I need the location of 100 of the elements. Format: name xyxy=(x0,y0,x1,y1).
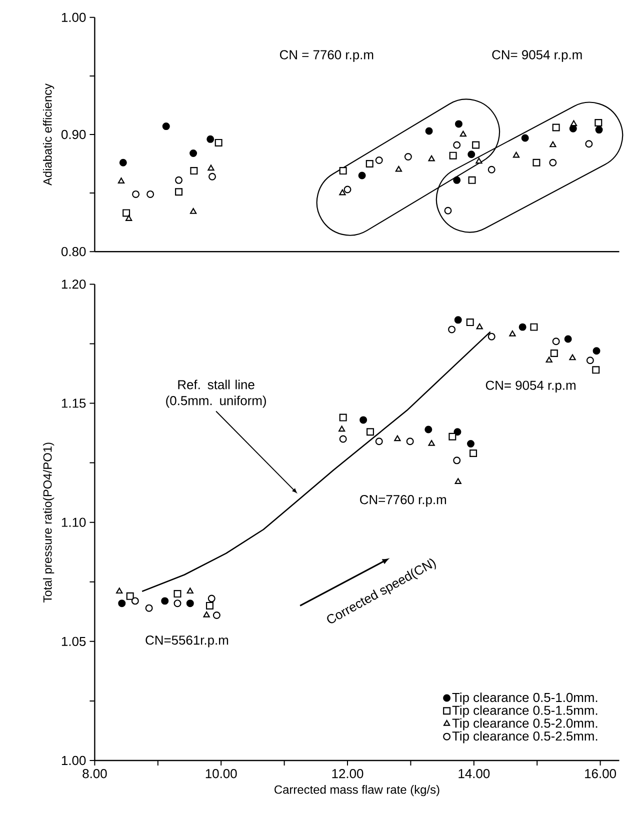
point xyxy=(449,152,457,160)
y-tick-label: 1.00 xyxy=(62,12,86,22)
point xyxy=(208,594,216,602)
point xyxy=(146,190,154,198)
y-axis-title: Adiabatic efficiency xyxy=(42,83,54,186)
point xyxy=(570,120,578,126)
point xyxy=(444,206,452,214)
point xyxy=(126,215,132,221)
legend-label: Tip clearance 0.5-2.5mm. xyxy=(452,731,598,744)
point xyxy=(206,602,214,610)
point xyxy=(132,190,140,198)
x-tick-label: 16.00 xyxy=(585,769,616,778)
point xyxy=(586,356,594,364)
x-tick-label: 12.00 xyxy=(332,769,364,778)
x-tick-label: 8.00 xyxy=(82,769,107,778)
y-tick-label: 0.80 xyxy=(61,247,86,256)
y-axis-title: Total pressure ratio(PO4/PO1) xyxy=(42,442,54,602)
point xyxy=(454,120,462,128)
point xyxy=(131,597,139,605)
annotation: CN=5561r.p.m xyxy=(146,636,228,648)
point xyxy=(454,478,462,484)
point xyxy=(366,160,374,168)
point xyxy=(549,158,557,166)
point xyxy=(453,141,461,149)
point xyxy=(358,172,366,180)
point xyxy=(118,600,126,608)
point xyxy=(552,338,560,346)
point xyxy=(472,141,480,149)
point xyxy=(190,149,198,157)
point xyxy=(564,335,572,343)
point xyxy=(594,119,602,127)
point xyxy=(546,356,552,363)
point xyxy=(122,209,130,217)
point xyxy=(208,172,216,180)
point xyxy=(585,140,593,148)
y-tick-label: 1.05 xyxy=(62,636,86,646)
point xyxy=(175,176,183,184)
point xyxy=(394,435,401,442)
point xyxy=(339,435,347,443)
y-tick-label: 1.00 xyxy=(62,756,86,766)
point xyxy=(339,189,346,196)
point xyxy=(339,414,347,422)
annotation: CN= 9054 r.p.m xyxy=(492,50,582,62)
point xyxy=(366,428,374,436)
point xyxy=(406,438,414,446)
legend-label: Tip clearance 0.5-1.5mm. xyxy=(452,705,598,718)
point xyxy=(203,611,210,618)
point xyxy=(550,350,558,358)
point xyxy=(338,426,346,432)
point xyxy=(118,178,125,184)
point xyxy=(428,155,435,162)
point xyxy=(488,166,496,174)
point xyxy=(470,450,478,458)
legend-label: Tip clearance 0.5-1.0mm. xyxy=(452,692,598,705)
point xyxy=(404,152,412,160)
y-tick-label: 0.90 xyxy=(61,130,86,140)
point xyxy=(468,176,476,184)
annotation: Ref. stall line (0.5mm. uniform) xyxy=(166,380,266,408)
point xyxy=(466,440,474,448)
point xyxy=(175,188,183,196)
point xyxy=(552,124,560,132)
x-tick-label: 14.00 xyxy=(458,769,490,778)
point xyxy=(532,158,540,166)
point xyxy=(375,438,383,446)
point xyxy=(468,150,476,158)
point xyxy=(145,604,153,612)
x-axis-title: Carrected mass flaw rate (kg/s) xyxy=(274,785,440,796)
legend-label: Tip clearance 0.5-2.0mm. xyxy=(452,718,598,730)
point xyxy=(424,426,432,434)
point xyxy=(190,167,198,175)
point xyxy=(425,127,433,135)
point xyxy=(126,592,134,600)
point xyxy=(174,600,182,608)
point xyxy=(208,164,214,171)
point xyxy=(476,158,482,164)
point xyxy=(521,134,529,142)
point xyxy=(460,130,466,137)
point xyxy=(453,456,461,464)
point xyxy=(428,440,435,446)
point xyxy=(214,138,222,146)
annotation: CN = 7760 r.p.m xyxy=(280,50,374,62)
point xyxy=(375,156,383,164)
point xyxy=(453,176,461,184)
point xyxy=(448,432,456,440)
point xyxy=(186,588,194,594)
point xyxy=(509,330,516,336)
point xyxy=(212,611,220,619)
point xyxy=(518,323,526,331)
point xyxy=(454,316,462,324)
point xyxy=(174,590,182,598)
point xyxy=(476,323,483,330)
point xyxy=(161,597,169,605)
point xyxy=(116,588,123,594)
annotation: CN=7760 r.p.m xyxy=(360,495,446,507)
point xyxy=(162,122,170,130)
point xyxy=(592,347,600,355)
point xyxy=(339,167,347,175)
point xyxy=(530,323,538,331)
point xyxy=(206,135,214,143)
y-tick-label: 1.20 xyxy=(62,280,86,289)
